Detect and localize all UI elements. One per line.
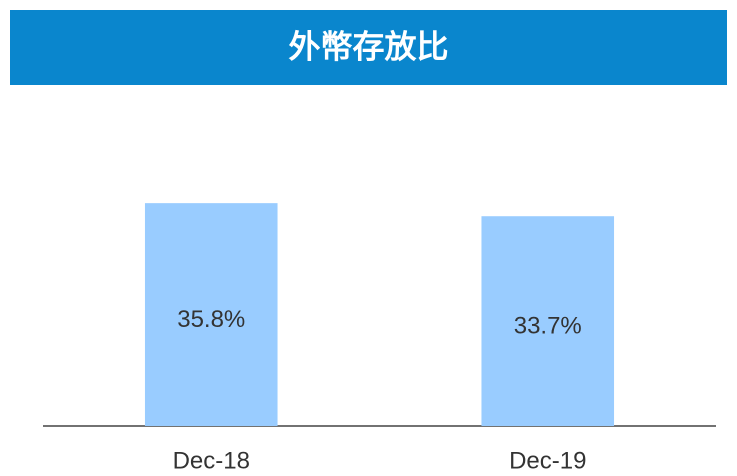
value-label: 33.7% [514,312,582,339]
x-tick-label: Dec-18 [173,447,250,474]
chart-title: 外幣存放比 [288,28,448,64]
bar [144,203,278,426]
bar [481,216,615,426]
x-tick-label: Dec-19 [509,447,586,474]
title-banner [10,10,727,85]
value-label: 35.8% [177,306,245,333]
